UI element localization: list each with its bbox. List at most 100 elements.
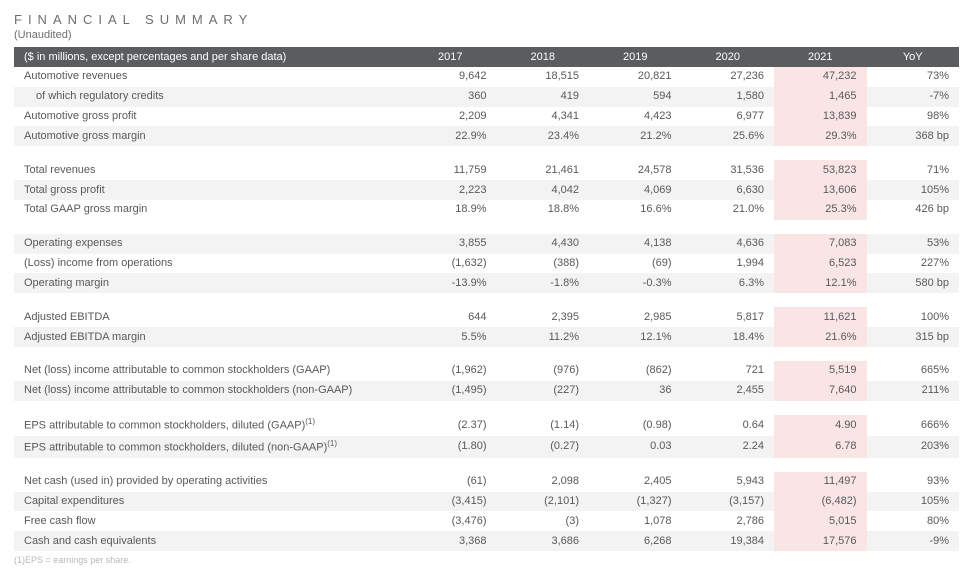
table-row: (Loss) income from operations(1,632)(388…	[14, 254, 959, 274]
table-row: Operating expenses3,8554,4304,1384,6367,…	[14, 234, 959, 254]
table-row: Automotive gross profit2,2094,3414,4236,…	[14, 107, 959, 127]
row-label: Total GAAP gross margin	[14, 200, 404, 220]
row-cell: 5,817	[682, 307, 775, 327]
row-cell: 11,759	[404, 160, 497, 180]
row-cell: 594	[589, 87, 682, 107]
row-cell: 16.6%	[589, 200, 682, 220]
row-cell: 9,642	[404, 67, 497, 87]
row-cell: (3,157)	[682, 492, 775, 512]
col-header-label: ($ in millions, except percentages and p…	[14, 47, 404, 67]
table-row: of which regulatory credits3604195941,58…	[14, 87, 959, 107]
row-label: Operating margin	[14, 273, 404, 293]
row-cell: 7,083	[774, 234, 867, 254]
table-spacer-row	[14, 458, 959, 472]
row-cell: 27,236	[682, 67, 775, 87]
row-cell: -13.9%	[404, 273, 497, 293]
row-cell: 2,985	[589, 307, 682, 327]
page-subtitle: (Unaudited)	[14, 29, 959, 41]
row-label: (Loss) income from operations	[14, 254, 404, 274]
row-label: Capital expenditures	[14, 492, 404, 512]
row-label: Free cash flow	[14, 511, 404, 531]
row-cell: (6,482)	[774, 492, 867, 512]
row-cell: 18.4%	[682, 327, 775, 347]
row-cell: 36	[589, 381, 682, 401]
row-cell: (0.98)	[589, 415, 682, 437]
row-cell: 7,640	[774, 381, 867, 401]
row-cell: 1,994	[682, 254, 775, 274]
table-row: Free cash flow(3,476)(3)1,0782,7865,0158…	[14, 511, 959, 531]
row-label: Net (loss) income attributable to common…	[14, 361, 404, 381]
table-spacer-row	[14, 347, 959, 361]
row-cell: 3,368	[404, 531, 497, 551]
table-spacer-row	[14, 146, 959, 160]
table-spacer-row	[14, 220, 959, 234]
row-cell: 644	[404, 307, 497, 327]
page-title: FINANCIAL SUMMARY	[14, 12, 959, 27]
row-cell: 6,977	[682, 107, 775, 127]
row-cell: 29.3%	[774, 126, 867, 146]
row-cell: (2.37)	[404, 415, 497, 437]
row-cell: 105%	[867, 492, 960, 512]
row-cell: 666%	[867, 415, 960, 437]
row-cell: 4,341	[497, 107, 590, 127]
row-cell: (388)	[497, 254, 590, 274]
row-label: of which regulatory credits	[14, 87, 404, 107]
row-cell: 4,069	[589, 180, 682, 200]
row-cell: 17,576	[774, 531, 867, 551]
row-cell: 0.64	[682, 415, 775, 437]
row-label: Adjusted EBITDA	[14, 307, 404, 327]
row-cell: 21.0%	[682, 200, 775, 220]
row-label: Automotive gross margin	[14, 126, 404, 146]
table-body: Automotive revenues9,64218,51520,82127,2…	[14, 67, 959, 551]
row-cell: 1,580	[682, 87, 775, 107]
row-cell: (1.80)	[404, 436, 497, 458]
table-row: Net (loss) income attributable to common…	[14, 381, 959, 401]
row-cell: 5,519	[774, 361, 867, 381]
row-cell: 360	[404, 87, 497, 107]
row-cell: 419	[497, 87, 590, 107]
row-cell: 0.03	[589, 436, 682, 458]
row-cell: 12.1%	[589, 327, 682, 347]
row-cell: 211%	[867, 381, 960, 401]
row-cell: 227%	[867, 254, 960, 274]
row-cell: 2.24	[682, 436, 775, 458]
row-cell: 11,497	[774, 472, 867, 492]
row-cell: 93%	[867, 472, 960, 492]
row-cell: 100%	[867, 307, 960, 327]
row-cell: 5,943	[682, 472, 775, 492]
row-cell: 665%	[867, 361, 960, 381]
row-cell: 4,636	[682, 234, 775, 254]
row-cell: 3,686	[497, 531, 590, 551]
row-cell: 13,839	[774, 107, 867, 127]
row-cell: 31,536	[682, 160, 775, 180]
row-cell: 80%	[867, 511, 960, 531]
table-row: Automotive revenues9,64218,51520,82127,2…	[14, 67, 959, 87]
row-cell: 105%	[867, 180, 960, 200]
row-cell: (0.27)	[497, 436, 590, 458]
row-cell: (1,962)	[404, 361, 497, 381]
row-label: Automotive revenues	[14, 67, 404, 87]
row-cell: 2,209	[404, 107, 497, 127]
row-cell: (976)	[497, 361, 590, 381]
row-cell: 98%	[867, 107, 960, 127]
table-row: Adjusted EBITDA6442,3952,9855,81711,6211…	[14, 307, 959, 327]
row-cell: 18.8%	[497, 200, 590, 220]
row-cell: 580 bp	[867, 273, 960, 293]
row-cell: 2,455	[682, 381, 775, 401]
row-cell: 22.9%	[404, 126, 497, 146]
financial-summary-table: ($ in millions, except percentages and p…	[14, 47, 959, 551]
col-header-year: 2019	[589, 47, 682, 67]
row-label: Cash and cash equivalents	[14, 531, 404, 551]
row-label: Net cash (used in) provided by operating…	[14, 472, 404, 492]
row-cell: 5.5%	[404, 327, 497, 347]
row-label: Operating expenses	[14, 234, 404, 254]
row-cell: 6.3%	[682, 273, 775, 293]
row-cell: 5,015	[774, 511, 867, 531]
table-row: Total revenues11,75921,46124,57831,53653…	[14, 160, 959, 180]
row-label: Net (loss) income attributable to common…	[14, 381, 404, 401]
row-cell: (227)	[497, 381, 590, 401]
row-cell: 6.78	[774, 436, 867, 458]
table-spacer-row	[14, 293, 959, 307]
row-cell: (69)	[589, 254, 682, 274]
row-cell: 1,465	[774, 87, 867, 107]
